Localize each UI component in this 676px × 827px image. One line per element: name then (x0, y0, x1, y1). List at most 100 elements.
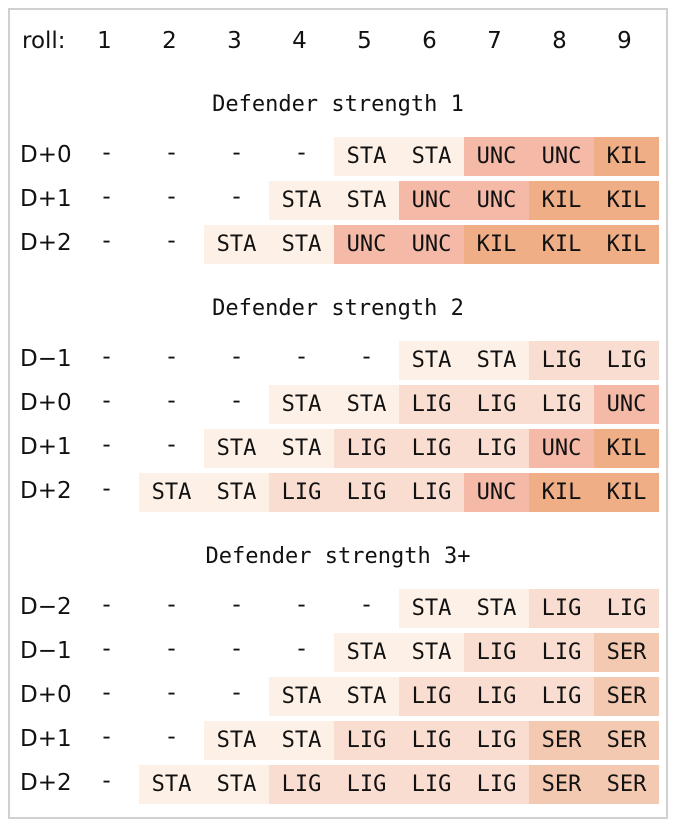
result-cell-lig: LIG (334, 473, 399, 512)
result-cell-ser: SER (529, 765, 594, 804)
empty-cell-dash: - (232, 680, 241, 706)
section-title: Defender strength 1 (212, 92, 464, 117)
row-label: D+2 (20, 478, 72, 504)
result-cell-sta: STA (334, 137, 399, 176)
result-cell-ser: SER (594, 721, 659, 760)
empty-cell-dash: - (167, 592, 176, 618)
result-cell-kil: KIL (594, 181, 659, 220)
result-cell-lig: LIG (464, 633, 529, 672)
roll-column-header: 7 (487, 28, 502, 54)
result-cell-sta: STA (204, 473, 269, 512)
row-label: D−1 (20, 638, 72, 664)
result-cell-lig: LIG (464, 429, 529, 468)
result-cell-sta: STA (269, 385, 334, 424)
roll-column-header: 9 (617, 28, 632, 54)
result-cell-ser: SER (594, 677, 659, 716)
empty-cell-dash: - (232, 344, 241, 370)
result-cell-kil: KIL (594, 429, 659, 468)
result-cell-unc: UNC (399, 181, 464, 220)
empty-cell-dash: - (167, 388, 176, 414)
result-cell-unc: UNC (529, 429, 594, 468)
result-cell-sta: STA (269, 677, 334, 716)
result-cell-lig: LIG (529, 341, 594, 380)
empty-cell-dash: - (167, 184, 176, 210)
empty-cell-dash: - (297, 636, 306, 662)
row-label: D+1 (20, 726, 72, 752)
result-cell-sta: STA (399, 137, 464, 176)
result-cell-lig: LIG (399, 429, 464, 468)
result-cell-lig: LIG (529, 633, 594, 672)
result-cell-sta: STA (464, 341, 529, 380)
result-cell-unc: UNC (464, 473, 529, 512)
result-cell-lig: LIG (269, 765, 334, 804)
roll-column-header: 8 (552, 28, 567, 54)
empty-cell-dash: - (102, 680, 111, 706)
result-cell-lig: LIG (269, 473, 334, 512)
result-cell-sta: STA (334, 633, 399, 672)
empty-cell-dash: - (297, 140, 306, 166)
row-label: D+1 (20, 186, 72, 212)
result-cell-sta: STA (204, 225, 269, 264)
empty-cell-dash: - (232, 140, 241, 166)
empty-cell-dash: - (167, 724, 176, 750)
empty-cell-dash: - (362, 344, 371, 370)
result-cell-unc: UNC (594, 385, 659, 424)
result-cell-sta: STA (399, 341, 464, 380)
result-cell-kil: KIL (594, 137, 659, 176)
result-cell-kil: KIL (594, 473, 659, 512)
result-cell-unc: UNC (529, 137, 594, 176)
result-cell-lig: LIG (464, 385, 529, 424)
roll-column-header: 5 (357, 28, 372, 54)
empty-cell-dash: - (232, 636, 241, 662)
result-cell-sta: STA (204, 429, 269, 468)
result-cell-sta: STA (269, 225, 334, 264)
roll-column-header: 6 (422, 28, 437, 54)
result-cell-sta: STA (204, 721, 269, 760)
result-cell-lig: LIG (529, 385, 594, 424)
result-cell-kil: KIL (594, 225, 659, 264)
empty-cell-dash: - (167, 680, 176, 706)
empty-cell-dash: - (102, 432, 111, 458)
empty-cell-dash: - (297, 592, 306, 618)
row-label: D−1 (20, 346, 72, 372)
roll-column-header: 4 (292, 28, 307, 54)
result-cell-sta: STA (139, 473, 204, 512)
result-cell-lig: LIG (594, 341, 659, 380)
result-cell-lig: LIG (399, 721, 464, 760)
result-cell-lig: LIG (529, 589, 594, 628)
empty-cell-dash: - (362, 592, 371, 618)
result-cell-unc: UNC (399, 225, 464, 264)
row-label: D+0 (20, 390, 72, 416)
result-cell-lig: LIG (464, 721, 529, 760)
empty-cell-dash: - (297, 344, 306, 370)
result-cell-kil: KIL (529, 181, 594, 220)
row-label: D+2 (20, 230, 72, 256)
empty-cell-dash: - (167, 140, 176, 166)
result-cell-ser: SER (529, 721, 594, 760)
roll-column-header: 3 (227, 28, 242, 54)
row-label: D+2 (20, 770, 72, 796)
empty-cell-dash: - (102, 636, 111, 662)
empty-cell-dash: - (102, 388, 111, 414)
empty-cell-dash: - (232, 592, 241, 618)
result-cell-lig: LIG (464, 677, 529, 716)
empty-cell-dash: - (102, 476, 111, 502)
empty-cell-dash: - (232, 388, 241, 414)
empty-cell-dash: - (167, 228, 176, 254)
result-cell-kil: KIL (529, 473, 594, 512)
result-cell-ser: SER (594, 633, 659, 672)
section-title: Defender strength 3+ (205, 544, 471, 569)
result-cell-kil: KIL (529, 225, 594, 264)
result-cell-sta: STA (334, 181, 399, 220)
empty-cell-dash: - (102, 768, 111, 794)
row-label: D+0 (20, 142, 72, 168)
row-label: D+1 (20, 434, 72, 460)
result-cell-lig: LIG (334, 429, 399, 468)
result-cell-sta: STA (269, 181, 334, 220)
result-cell-sta: STA (269, 721, 334, 760)
result-cell-ser: SER (594, 765, 659, 804)
empty-cell-dash: - (102, 140, 111, 166)
empty-cell-dash: - (232, 184, 241, 210)
result-cell-sta: STA (334, 677, 399, 716)
roll-header-label: roll: (22, 28, 66, 54)
